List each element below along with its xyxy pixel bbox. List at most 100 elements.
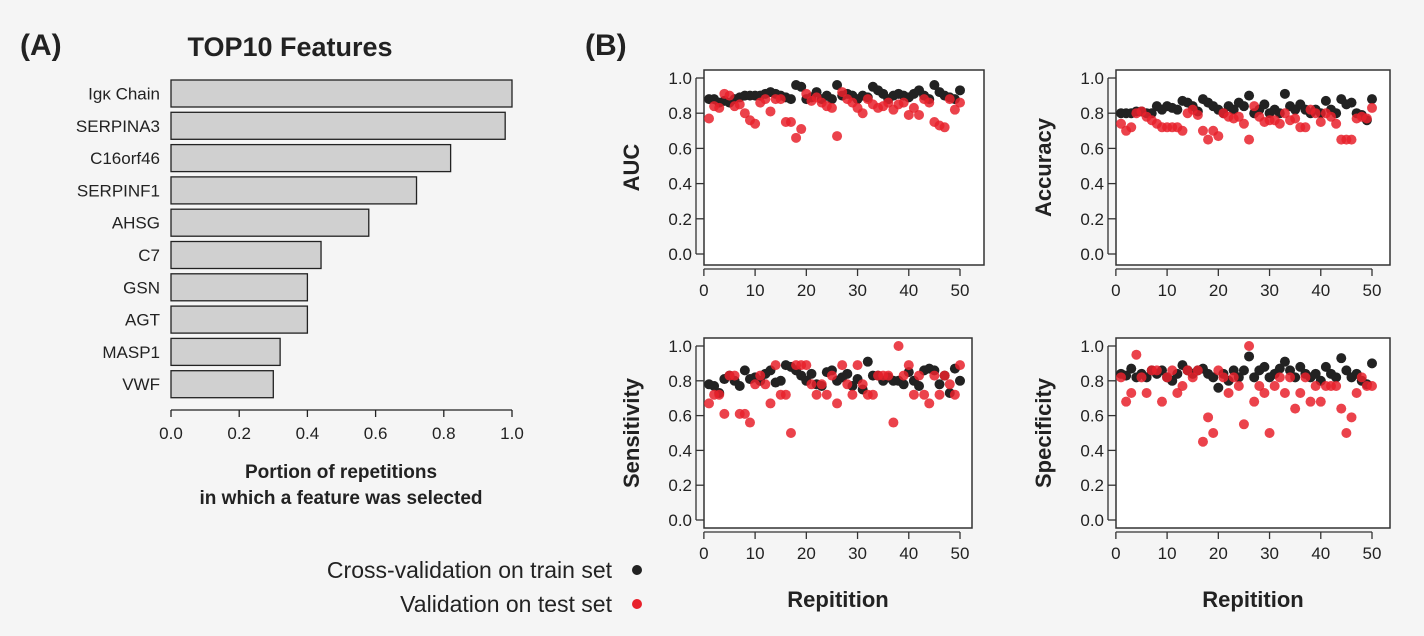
test-point — [1121, 396, 1132, 407]
y-tick-label: 0.0 — [1080, 511, 1104, 530]
bar-category-label: SERPINA3 — [76, 117, 160, 136]
test-point — [955, 97, 965, 108]
x-tick-label: 40 — [1311, 281, 1330, 300]
x-tick-label: 0 — [1111, 544, 1120, 563]
bar — [170, 370, 274, 399]
y-tick-label: 1.0 — [668, 69, 692, 88]
test-point — [898, 97, 909, 108]
test-point — [908, 389, 919, 400]
test-point — [1192, 365, 1203, 376]
train-point — [842, 368, 853, 379]
legend-train-marker — [632, 565, 642, 575]
test-point — [801, 88, 812, 99]
test-point — [1264, 428, 1275, 438]
test-point — [1238, 118, 1249, 129]
test-point — [934, 389, 945, 400]
y-tick-label: 0.6 — [668, 139, 692, 158]
y-axis-label: AUC — [619, 144, 644, 192]
test-point — [724, 90, 735, 101]
bar-x-tick-label: 0.0 — [159, 424, 183, 443]
test-point — [1310, 108, 1321, 119]
test-point — [760, 94, 771, 105]
train-point — [1244, 90, 1255, 101]
bar-xlabel-line2: in which a feature was selected — [200, 488, 483, 509]
test-point — [770, 360, 781, 371]
train-point — [929, 80, 940, 91]
y-tick-label: 0.2 — [1080, 476, 1104, 495]
train-point — [1172, 104, 1183, 115]
test-point — [1228, 372, 1239, 383]
test-point — [1162, 372, 1173, 383]
scatter-panel-auc: 0.0 0.2 0.4 0.6 0.8 1.0 0 10 20 30 40 50 AUC — [619, 69, 985, 300]
panel-label-b: (B) — [585, 29, 627, 62]
bar-category-label: C16orf46 — [90, 149, 160, 168]
bar — [170, 143, 452, 173]
x-tick-label: 40 — [899, 281, 918, 300]
test-point — [1315, 117, 1326, 127]
legend-test-label: Validation on test set — [400, 591, 612, 617]
bar-chart: Igκ Chain SERPINA3 C16orf46 SERPINF1 AHSG C7 G… — [76, 79, 524, 443]
test-point — [1300, 372, 1311, 383]
legend-train-label: Cross-validation on train set — [327, 557, 613, 583]
test-point — [883, 370, 894, 381]
test-point — [796, 124, 807, 135]
train-point — [826, 94, 837, 105]
train-point — [934, 379, 945, 390]
test-point — [924, 398, 935, 409]
train-point — [1320, 361, 1331, 372]
test-point — [806, 379, 817, 390]
test-point — [739, 108, 750, 119]
test-point — [739, 408, 750, 419]
train-point — [785, 94, 796, 105]
test-point — [714, 102, 725, 113]
y-tick-label: 0.8 — [1080, 372, 1104, 391]
test-point — [1187, 372, 1198, 383]
bar — [170, 305, 309, 334]
test-point — [1131, 349, 1142, 360]
bar-category-label: VWF — [122, 375, 160, 394]
test-point — [1238, 419, 1249, 430]
bar-category-label: SERPINF1 — [77, 181, 160, 200]
scatter-panel-specificity: 0.0 0.2 0.4 0.6 0.8 1.0 0 10 20 30 40 50 Specificity… — [1031, 337, 1391, 612]
test-point — [837, 87, 848, 98]
train-point — [1285, 365, 1296, 376]
test-point — [898, 370, 909, 381]
scatter-panels: 0.00.20.40.60.81.00 10 20 30 40 50AUC0.00.20.… — [619, 69, 1391, 612]
train-point — [1259, 361, 1270, 372]
bar — [170, 79, 513, 108]
train-point — [1367, 358, 1377, 369]
x-axis-label: Repitition — [787, 587, 888, 612]
x-tick-label: 30 — [1260, 281, 1279, 300]
test-point — [1203, 412, 1214, 423]
test-point — [857, 108, 868, 119]
y-tick-label: 0.0 — [1080, 245, 1104, 264]
y-tick-label: 1.0 — [1080, 69, 1104, 88]
x-tick-label: 10 — [746, 544, 765, 563]
test-point — [1346, 412, 1357, 423]
test-point — [1285, 372, 1296, 383]
test-point — [1254, 381, 1265, 392]
test-point — [1336, 403, 1347, 414]
train-point — [1228, 104, 1239, 115]
test-point — [832, 131, 843, 142]
test-point — [1290, 113, 1301, 124]
test-point — [939, 122, 950, 133]
test-point — [1367, 381, 1377, 392]
train-point — [1279, 356, 1290, 367]
x-tick-label: 0 — [1111, 281, 1120, 300]
test-point — [1141, 387, 1152, 398]
test-point — [1249, 101, 1260, 112]
test-point — [1274, 118, 1285, 129]
test-point — [1341, 428, 1352, 438]
test-point — [1274, 372, 1285, 383]
bar-chart-title: TOP10 Features — [187, 32, 392, 62]
scatter-panel-accuracy: 0.0 0.2 0.4 0.6 0.8 1.0 0 10 20 30 40 50 Accuracy — [1031, 69, 1391, 300]
bar-x-tick-label: 0.6 — [364, 424, 388, 443]
x-tick-label: 30 — [848, 281, 867, 300]
test-point — [1167, 365, 1178, 376]
x-tick-label: 20 — [797, 281, 816, 300]
test-point — [1367, 102, 1377, 113]
test-point — [1218, 372, 1229, 383]
x-tick-label: 0 — [699, 544, 708, 563]
x-tick-label: 10 — [1158, 281, 1177, 300]
